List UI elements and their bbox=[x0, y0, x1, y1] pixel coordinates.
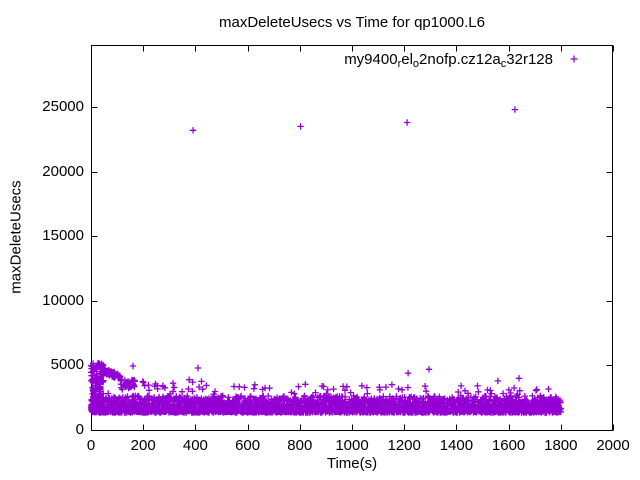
x-tick-label: 600 bbox=[235, 437, 261, 454]
x-tick-label: 1800 bbox=[544, 437, 578, 454]
legend: my9400relo2nofp.cz12ac32r128 bbox=[344, 50, 585, 70]
x-tick-label: 1000 bbox=[335, 437, 369, 454]
x-axis-label: Time(s) bbox=[326, 455, 378, 472]
x-tick-label: 2000 bbox=[596, 437, 630, 454]
x-tick-label: 800 bbox=[287, 437, 313, 454]
x-tick-label: 1200 bbox=[387, 437, 421, 454]
chart-title: maxDeleteUsecs vs Time for qp1000.L6 bbox=[219, 14, 485, 31]
legend-series-label: my9400relo2nofp.cz12ac32r128 bbox=[344, 50, 553, 70]
y-tick-label: 20000 bbox=[42, 162, 84, 180]
y-tick-label: 5000 bbox=[50, 356, 84, 374]
scatter-points bbox=[87, 106, 564, 416]
y-tick-label: 10000 bbox=[42, 291, 84, 309]
x-tick-label: 1600 bbox=[491, 437, 526, 454]
x-tick-label: 400 bbox=[182, 437, 208, 454]
plot-border-and-ticks bbox=[91, 45, 614, 431]
legend-point-marker-icon bbox=[570, 55, 578, 63]
y-tick-label: 25000 bbox=[42, 98, 84, 115]
x-tick-label: 200 bbox=[130, 437, 156, 454]
y-tick-label: 15000 bbox=[42, 227, 84, 245]
y-tick-label: 0 bbox=[75, 421, 84, 438]
x-tick-label: 0 bbox=[86, 437, 96, 454]
x-tick-label: 1400 bbox=[439, 437, 474, 454]
y-axis-label: maxDeleteUsecs bbox=[7, 180, 25, 294]
